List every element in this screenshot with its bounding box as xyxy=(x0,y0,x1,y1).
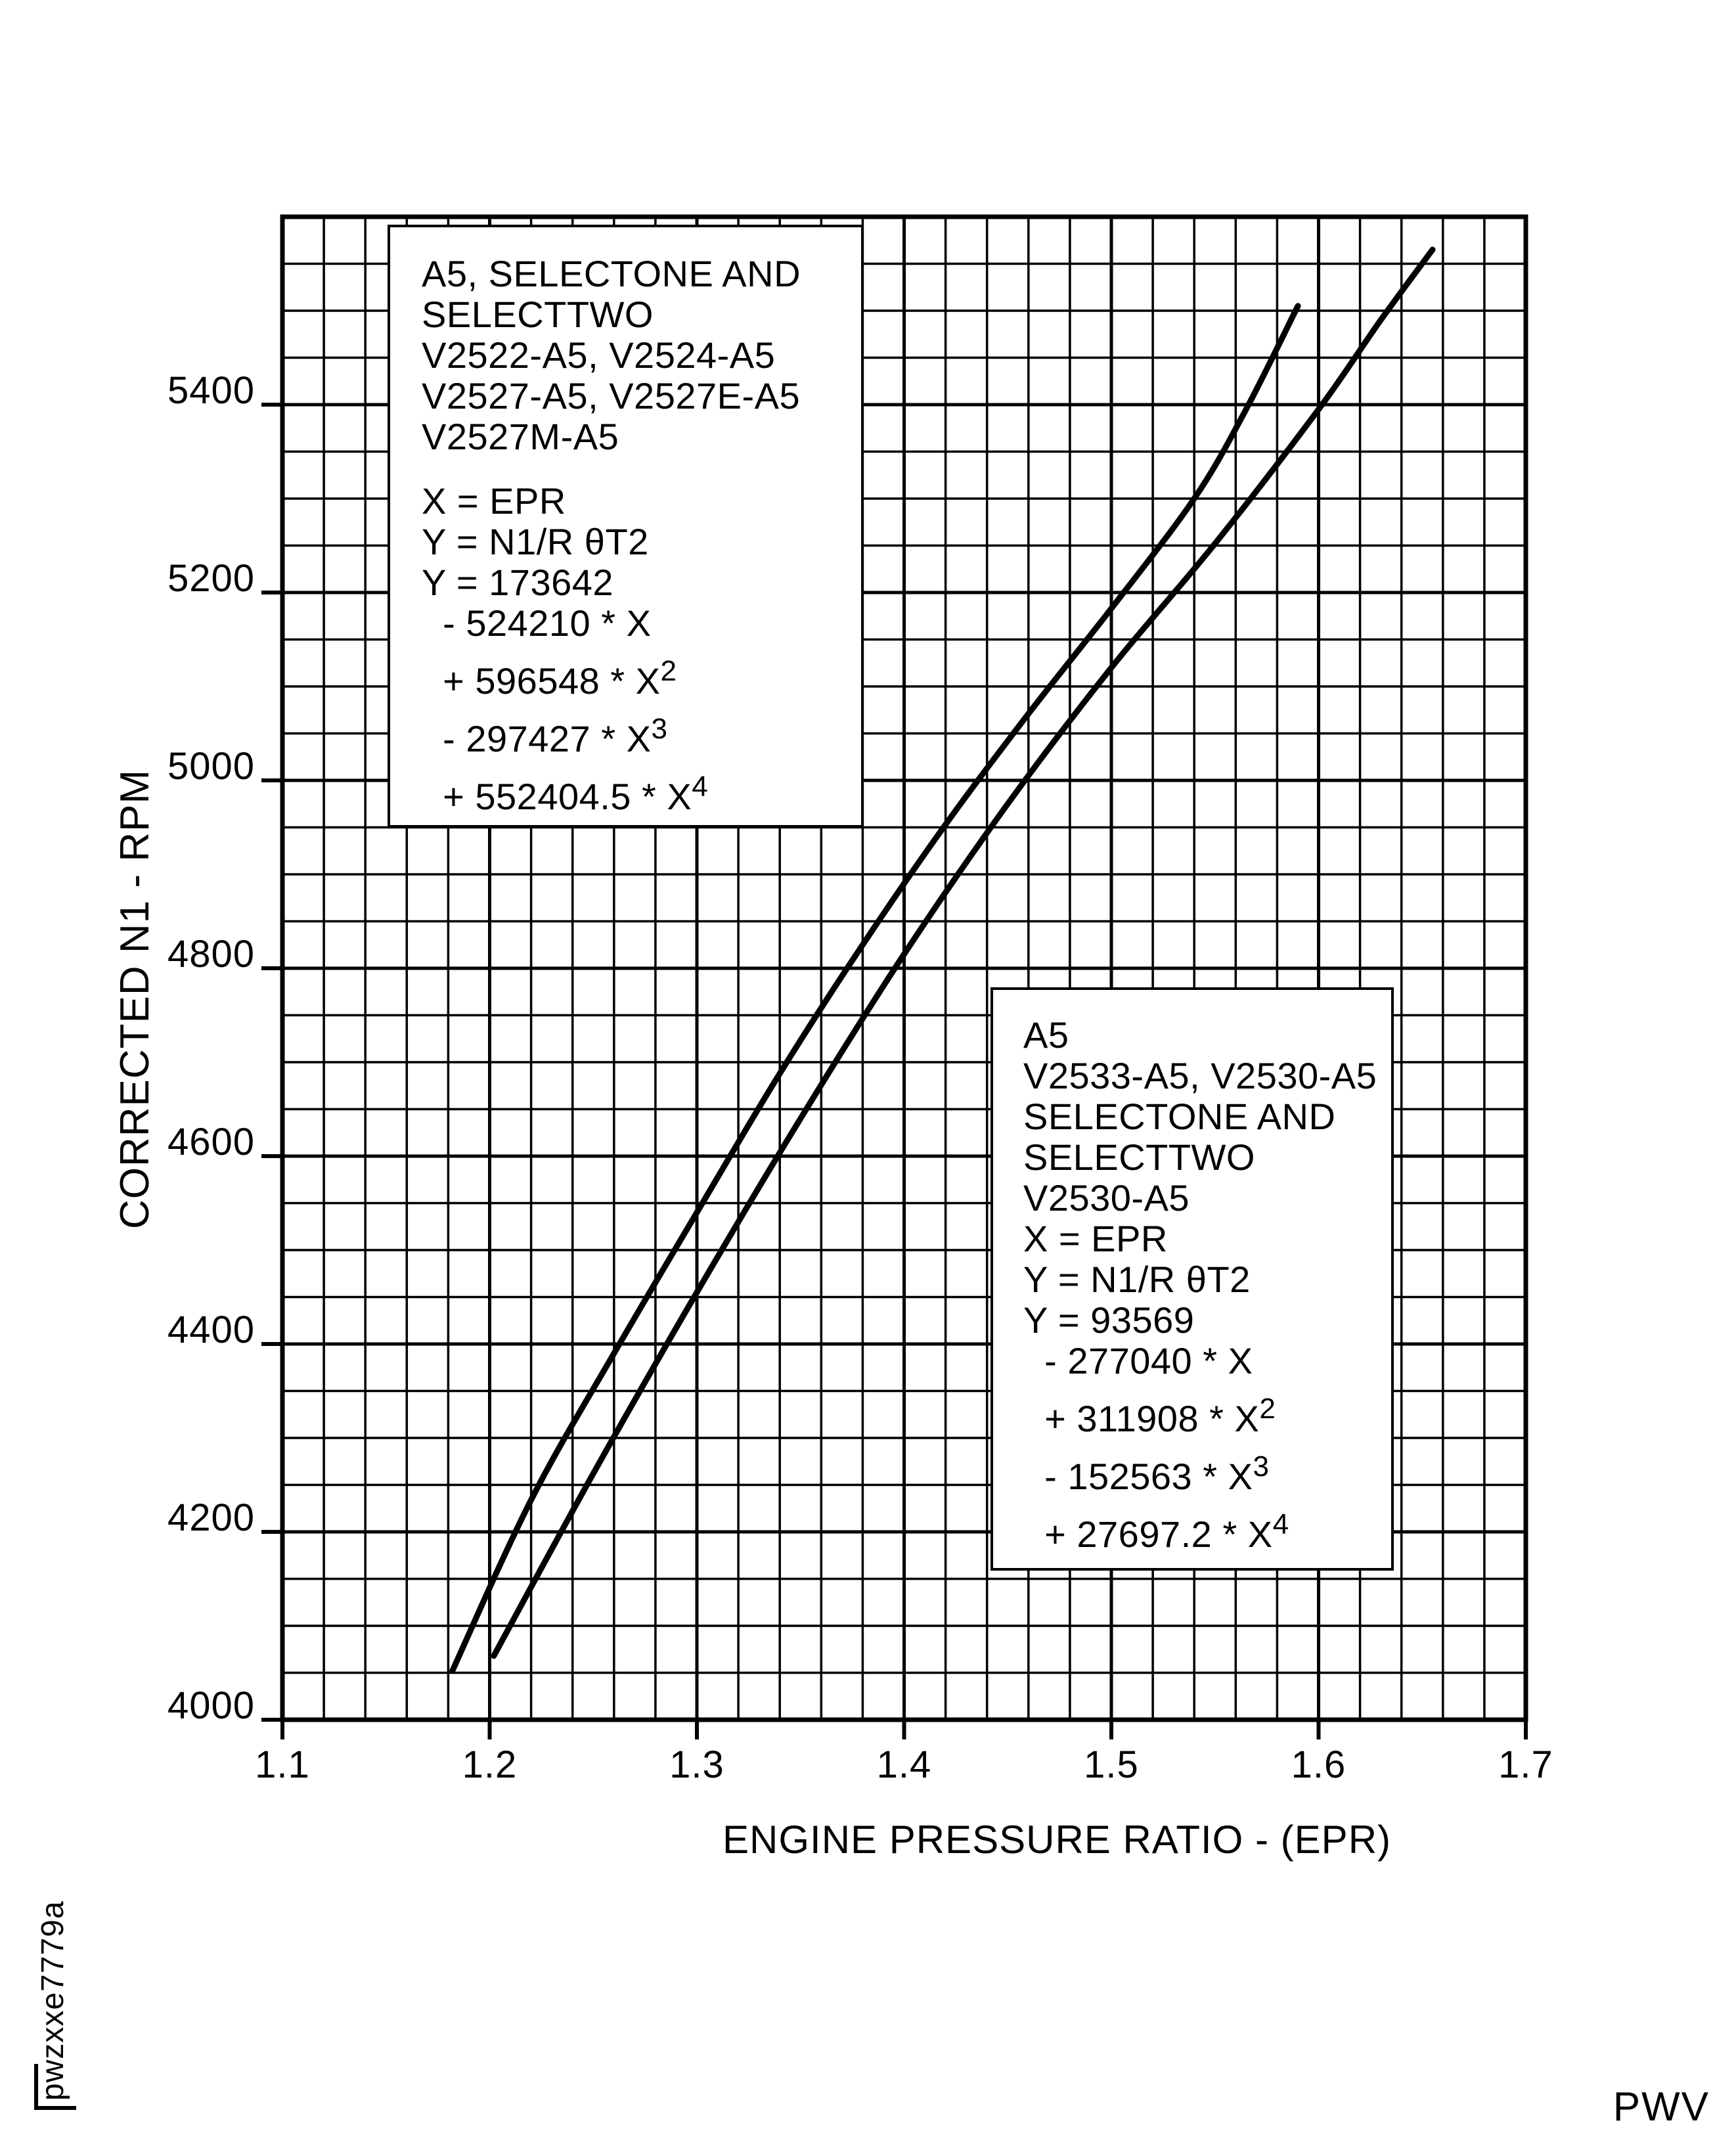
equation-box-1-line-5 xyxy=(422,457,855,481)
x-tick-label-1.3: 1.3 xyxy=(669,1743,724,1786)
equation-box-2-line-8: - 277040 * X xyxy=(1023,1340,1253,1381)
x-tick-label-1.6: 1.6 xyxy=(1291,1743,1347,1786)
y-tick-label-4600: 4600 xyxy=(167,1121,255,1163)
x-tick-label-1.7: 1.7 xyxy=(1498,1743,1553,1786)
equation-box-selectone-v2522: A5, SELECTONE AND SELECTTWO V2522-A5, V252… xyxy=(388,225,864,828)
exponent: 2 xyxy=(1259,1393,1276,1425)
equation-box-1-line-9: - 524210 * X xyxy=(422,602,652,644)
equation-box-1-line-7: Y = N1/R θT2 xyxy=(422,521,649,562)
x-tick-label-1.4: 1.4 xyxy=(876,1743,932,1786)
equation-box-2-line-4: V2530-A5 xyxy=(1023,1177,1190,1219)
equation-box-1-line-1: SELECTTWO xyxy=(422,294,654,335)
y-tick-label-4000: 4000 xyxy=(167,1684,255,1727)
equation-box-2-line-1: V2533-A5, V2530-A5 xyxy=(1023,1055,1377,1096)
equation-box-2-line-11: + 27697.2 * X4 xyxy=(1023,1508,1289,1555)
y-axis-title: CORRECTED N1 - RPM xyxy=(112,769,158,1230)
exponent: 2 xyxy=(660,655,677,687)
plot-border xyxy=(280,214,1528,1722)
equation-box-1-line-6: X = EPR xyxy=(422,480,566,522)
y-tick-label-5200: 5200 xyxy=(167,557,255,600)
equation-box-1-line-2: V2522-A5, V2524-A5 xyxy=(422,334,776,376)
x-tick-label-1.5: 1.5 xyxy=(1084,1743,1139,1786)
equation-box-v2533-v2530: A5 V2533-A5, V2530-A5 SELECTONE AND SELECTT… xyxy=(990,987,1394,1571)
y-tick-label-4800: 4800 xyxy=(167,933,255,975)
curve-series-2 xyxy=(491,246,1436,1659)
equation-box-2-line-6: Y = N1/R θT2 xyxy=(1023,1259,1251,1300)
equation-box-1-line-0: A5, SELECTONE AND xyxy=(422,253,801,294)
exponent: 3 xyxy=(651,713,667,745)
equation-box-2-line-9: + 311908 * X2 xyxy=(1023,1393,1276,1439)
equation-box-2-line-5: X = EPR xyxy=(1023,1218,1168,1259)
y-tick-label-4400: 4400 xyxy=(167,1309,255,1351)
y-tick-label-5400: 5400 xyxy=(167,369,255,412)
equation-box-1-line-10: + 596548 * X2 xyxy=(422,655,677,702)
data-curves xyxy=(449,246,1436,1674)
equation-box-2-line-3: SELECTTWO xyxy=(1023,1136,1255,1178)
equation-box-1-line-8: Y = 173642 xyxy=(422,562,614,603)
y-tick-label-5000: 5000 xyxy=(167,745,255,788)
y-tick-label-4200: 4200 xyxy=(167,1496,255,1539)
equation-box-1-line-3: V2527-A5, V2527E-A5 xyxy=(422,375,801,416)
equation-box-2-line-0: A5 xyxy=(1023,1014,1069,1056)
publisher-code: PWV xyxy=(1613,2084,1710,2130)
exponent: 4 xyxy=(1272,1508,1289,1540)
equation-box-2-line-7: Y = 93569 xyxy=(1023,1299,1195,1341)
curve-series-1 xyxy=(449,303,1301,1674)
x-tick-label-1.2: 1.2 xyxy=(462,1743,518,1786)
figure-watermark-code: pwzxxe7779a xyxy=(35,1900,70,2101)
watermark-corner-bracket xyxy=(34,2064,76,2110)
axis-tick-marks xyxy=(261,403,1528,1739)
equation-box-1-line-11: - 297427 * X3 xyxy=(422,713,667,759)
exponent: 3 xyxy=(1253,1450,1269,1483)
equation-box-1-line-12: + 552404.5 * X4 xyxy=(422,771,708,817)
equation-box-1-line-4: V2527M-A5 xyxy=(422,416,619,457)
equation-box-2-line-10: - 152563 * X3 xyxy=(1023,1450,1269,1497)
x-axis-title: ENGINE PRESSURE RATIO - (EPR) xyxy=(723,1818,1392,1862)
x-tick-label-1.1: 1.1 xyxy=(255,1743,310,1786)
exponent: 4 xyxy=(692,771,708,803)
equation-box-2-line-2: SELECTONE AND xyxy=(1023,1096,1336,1137)
